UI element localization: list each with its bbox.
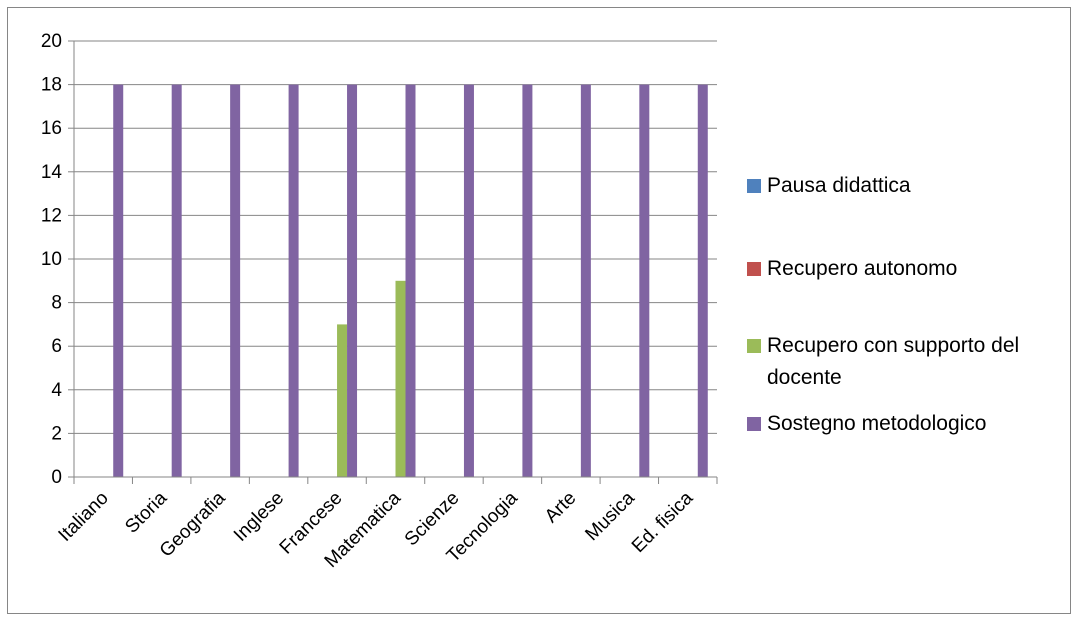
x-tick-label: Arte [541, 488, 580, 527]
y-tick-label: 4 [51, 380, 62, 401]
x-tick-label: Italiano [55, 488, 113, 546]
legend-swatch [747, 417, 761, 431]
bar-sostegno-metodologico-musica [639, 84, 650, 477]
legend-item-recupero-autonomo: Recupero autonomo [747, 253, 1057, 285]
y-tick-label: 2 [51, 423, 62, 444]
legend-swatch [747, 179, 761, 193]
legend-swatch [747, 339, 761, 353]
bar-sostegno-metodologico-tecnologia [522, 84, 533, 477]
x-tick-label: Ed. fisica [628, 487, 698, 557]
bar-sostegno-metodologico-storia [171, 84, 182, 477]
legend-swatch [747, 262, 761, 276]
y-tick-label: 8 [51, 293, 62, 314]
bar-sostegno-metodologico-francese [347, 84, 358, 477]
y-tick-label: 16 [41, 118, 62, 139]
legend-label: Pausa didattica [767, 174, 911, 197]
y-tick-label: 14 [41, 162, 63, 183]
y-tick-label: 12 [41, 205, 62, 226]
x-tick-label: Musica [581, 487, 639, 545]
bar-sostegno-metodologico-ed-fisica [697, 84, 708, 477]
bar-sostegno-metodologico-arte [580, 84, 591, 477]
bar-recupero-con-supporto-del-docente-matematica [395, 280, 406, 477]
y-tick-label: 20 [41, 31, 62, 52]
legend-item-sostegno-metodologico: Sostegno metodologico [747, 408, 1057, 440]
bar-recupero-con-supporto-del-docente-francese [337, 324, 348, 477]
chart-area: 0 2 4 6 8 10 12 14 16 18 20 Italiano Storia Geografia… [7, 7, 1071, 614]
legend-item-pausa-didattica: Pausa didattica [747, 170, 1057, 202]
legend-label: Sostegno metodologico [767, 412, 987, 435]
y-tick-label: 6 [51, 336, 62, 357]
y-tick-label: 0 [51, 467, 62, 488]
legend-label: Recupero con supporto del docente [767, 334, 1020, 389]
bar-sostegno-metodologico-scienze [463, 84, 474, 477]
y-tick-label: 10 [41, 249, 62, 270]
bar-sostegno-metodologico-inglese [288, 84, 299, 477]
bars [113, 84, 708, 477]
x-tick-label: Storia [121, 487, 171, 537]
bar-sostegno-metodologico-italiano [113, 84, 124, 477]
legend-item-recupero-con-supporto: Recupero con supporto del docente [747, 330, 1047, 394]
x-tick-label: Inglese [230, 488, 288, 546]
bar-sostegno-metodologico-matematica [405, 84, 416, 477]
y-tick-label: 18 [41, 75, 62, 96]
bar-sostegno-metodologico-geografia [230, 84, 241, 477]
legend-label: Recupero autonomo [767, 257, 958, 280]
